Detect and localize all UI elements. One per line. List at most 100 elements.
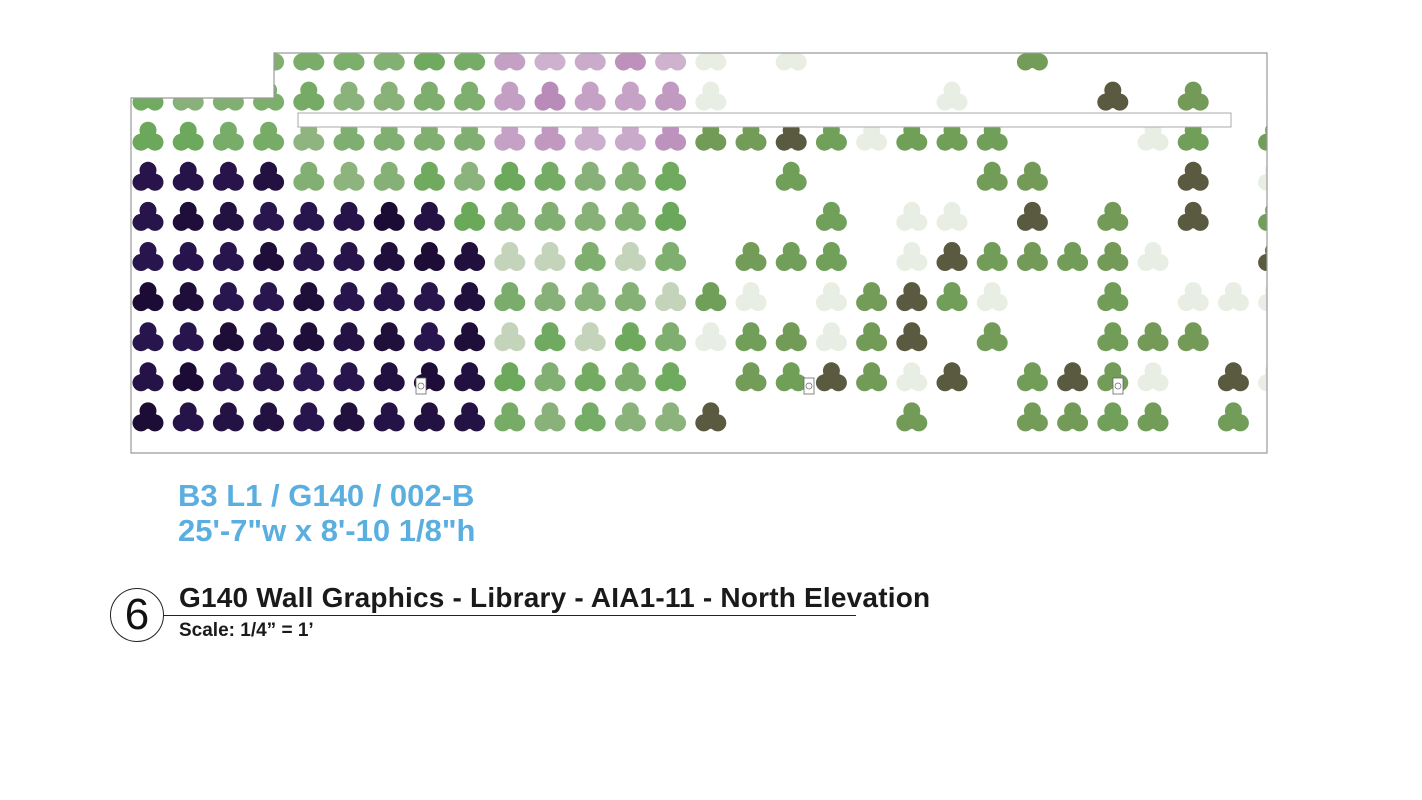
trefoil-dot	[413, 53, 445, 71]
trefoil-dot	[655, 322, 687, 352]
trefoil-dot	[132, 242, 164, 271]
trefoil-dot	[614, 53, 646, 71]
trefoil-dot	[494, 53, 526, 71]
trefoil-dot	[293, 362, 325, 392]
trefoil-dot	[534, 201, 566, 231]
trefoil-dot	[655, 161, 687, 191]
trefoil-dot	[132, 282, 164, 312]
trefoil-dot	[614, 81, 646, 111]
trefoil-dot	[413, 402, 445, 432]
trefoil-dot	[1217, 282, 1249, 312]
trefoil-dot	[253, 121, 285, 151]
trefoil-pattern	[132, 53, 1267, 432]
trefoil-dot	[775, 362, 807, 392]
trefoil-dot	[293, 201, 325, 231]
trefoil-dot	[1016, 402, 1048, 432]
trefoil-dot	[1097, 81, 1129, 111]
trefoil-dot	[172, 402, 204, 432]
outlet-icon	[803, 377, 815, 395]
trefoil-dot	[1057, 402, 1089, 432]
trefoil-dot	[896, 402, 928, 432]
trefoil-dot	[936, 81, 968, 111]
trefoil-dot	[815, 282, 847, 312]
trefoil-dot	[534, 282, 566, 312]
trefoil-dot	[896, 362, 928, 392]
trefoil-dot	[936, 201, 968, 231]
trefoil-dot	[1258, 201, 1267, 231]
trefoil-dot	[614, 201, 646, 231]
trefoil-dot	[172, 362, 204, 392]
trefoil-dot	[333, 242, 365, 271]
trefoil-dot	[1177, 322, 1209, 352]
trefoil-dot	[614, 402, 646, 432]
trefoil-dot	[735, 121, 767, 151]
trefoil-dot	[896, 242, 928, 271]
trefoil-dot	[976, 282, 1008, 312]
title-underline	[164, 615, 856, 616]
trefoil-dot	[695, 322, 727, 352]
trefoil-dot	[212, 81, 244, 111]
trefoil-dot	[454, 121, 486, 151]
trefoil-dot	[1177, 161, 1209, 191]
trefoil-dot	[574, 362, 606, 392]
trefoil-dot	[1258, 161, 1267, 191]
trefoil-dot	[655, 53, 687, 71]
trefoil-dot	[735, 322, 767, 352]
trefoil-dot	[856, 362, 888, 392]
trefoil-dot	[1016, 242, 1048, 271]
trefoil-dot	[413, 201, 445, 231]
trefoil-dot	[574, 242, 606, 271]
trefoil-dot	[454, 53, 486, 71]
trefoil-dot	[896, 322, 928, 352]
trefoil-dot	[212, 282, 244, 312]
trefoil-dot	[333, 201, 365, 231]
trefoil-dot	[735, 282, 767, 312]
trefoil-dot	[212, 201, 244, 231]
trefoil-dot	[614, 362, 646, 392]
trefoil-dot	[614, 282, 646, 312]
trefoil-dot	[253, 81, 285, 111]
trefoil-dot	[655, 242, 687, 271]
trefoil-dot	[454, 161, 486, 191]
trefoil-dot	[1137, 402, 1169, 432]
trefoil-dot	[333, 362, 365, 392]
trefoil-dot	[373, 201, 405, 231]
trefoil-dot	[1057, 362, 1089, 392]
trefoil-dot	[614, 242, 646, 271]
trefoil-dot	[253, 282, 285, 312]
trefoil-dot	[373, 282, 405, 312]
trefoil-dot	[454, 282, 486, 312]
trefoil-dot	[333, 53, 365, 71]
trefoil-dot	[293, 402, 325, 432]
trefoil-dot	[132, 402, 164, 432]
trefoil-dot	[293, 81, 325, 111]
bulkhead-strip	[297, 112, 1232, 128]
trefoil-dot	[494, 362, 526, 392]
trefoil-dot	[253, 161, 285, 191]
trefoil-dot	[614, 121, 646, 151]
trefoil-dot	[735, 242, 767, 271]
trefoil-dot	[1097, 282, 1129, 312]
trefoil-dot	[413, 161, 445, 191]
trefoil-dot	[293, 322, 325, 352]
trefoil-dot	[976, 242, 1008, 271]
trefoil-dot	[695, 81, 727, 111]
trefoil-dot	[454, 362, 486, 392]
trefoil-dot	[253, 322, 285, 352]
trefoil-dot	[293, 161, 325, 191]
trefoil-dot	[1258, 121, 1267, 151]
trefoil-dot	[574, 53, 606, 71]
trefoil-dot	[655, 402, 687, 432]
trefoil-dot	[976, 322, 1008, 352]
trefoil-dot	[494, 81, 526, 111]
trefoil-dot	[896, 201, 928, 231]
trefoil-dot	[333, 282, 365, 312]
trefoil-dot	[936, 362, 968, 392]
trefoil-dot	[132, 362, 164, 392]
trefoil-dot	[1177, 81, 1209, 111]
trefoil-dot	[172, 53, 204, 71]
trefoil-dot	[1057, 242, 1089, 271]
trefoil-dot	[494, 242, 526, 271]
trefoil-dot	[695, 53, 727, 71]
trefoil-dot	[212, 53, 244, 71]
